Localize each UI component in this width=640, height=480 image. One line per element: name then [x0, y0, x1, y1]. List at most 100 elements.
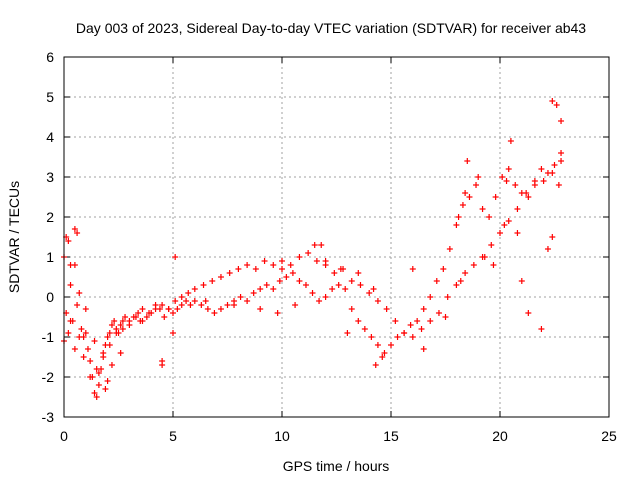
data-point — [311, 242, 318, 248]
data-point — [551, 162, 558, 168]
data-point — [137, 318, 144, 324]
data-point — [211, 310, 218, 316]
data-point — [379, 354, 386, 360]
y-axis-label: SDTVAR / TECUs — [6, 181, 22, 293]
data-point — [394, 334, 401, 340]
data-point — [161, 314, 168, 320]
data-point — [65, 238, 72, 244]
data-point — [331, 270, 338, 276]
data-point — [523, 190, 530, 196]
x-tick-label: 10 — [274, 428, 290, 444]
data-point — [316, 298, 323, 304]
data-point — [401, 330, 408, 336]
data-point — [540, 178, 547, 184]
x-tick-label: 15 — [383, 428, 399, 444]
data-point — [464, 158, 471, 164]
data-point — [87, 358, 94, 364]
data-point — [84, 346, 91, 352]
data-point — [67, 318, 74, 324]
y-tick-label: 5 — [46, 89, 54, 105]
data-point — [117, 322, 124, 328]
data-point — [82, 330, 89, 336]
plot-frame — [63, 56, 610, 418]
data-point — [337, 266, 344, 272]
data-point — [313, 258, 320, 264]
data-point — [344, 330, 351, 336]
x-tick-labels: 0 5 10 15 20 25 — [60, 428, 617, 444]
data-point — [459, 202, 466, 208]
data-point — [383, 306, 390, 312]
data-point — [457, 278, 464, 284]
data-point — [204, 306, 211, 312]
data-point — [74, 230, 81, 236]
data-point — [357, 282, 364, 288]
data-point — [414, 318, 421, 324]
data-point — [172, 254, 179, 260]
data-point — [355, 270, 362, 276]
data-point — [252, 266, 259, 272]
data-point — [143, 314, 150, 320]
data-point — [507, 138, 514, 144]
data-point — [87, 374, 94, 380]
data-point — [119, 318, 126, 324]
data-point — [440, 266, 447, 272]
data-point — [544, 246, 551, 252]
data-point — [407, 322, 414, 328]
data-point — [244, 262, 251, 268]
data-point — [263, 282, 270, 288]
data-point — [418, 326, 425, 332]
y-tick-label: -3 — [42, 409, 55, 425]
data-point — [374, 342, 381, 348]
data-point — [224, 302, 231, 308]
x-tick-label: 5 — [169, 428, 177, 444]
y-tick-label: -2 — [42, 369, 55, 385]
data-point — [91, 338, 98, 344]
data-point — [95, 382, 102, 388]
y-tick-label: 3 — [46, 169, 54, 185]
data-point — [108, 362, 115, 368]
data-point — [237, 294, 244, 300]
data-point — [466, 194, 473, 200]
data-point — [257, 306, 264, 312]
data-point — [514, 230, 521, 236]
x-tick-label: 25 — [601, 428, 617, 444]
data-point — [202, 298, 209, 304]
data-point — [525, 194, 532, 200]
data-point — [80, 354, 87, 360]
data-point — [549, 98, 556, 104]
data-point — [289, 270, 296, 276]
data-point — [473, 182, 480, 188]
data-point — [420, 346, 427, 352]
data-point — [274, 310, 281, 316]
data-point — [372, 362, 379, 368]
data-point — [492, 194, 499, 200]
data-point — [501, 222, 508, 228]
data-point — [555, 182, 562, 188]
data-point — [126, 322, 133, 328]
data-point — [135, 310, 142, 316]
data-point — [217, 306, 224, 312]
y-tick-label: 1 — [46, 249, 54, 265]
data-point — [117, 350, 124, 356]
data-point — [200, 282, 207, 288]
data-point — [198, 302, 205, 308]
data-point — [261, 258, 268, 264]
data-point — [497, 230, 503, 236]
chart-title: Day 003 of 2023, Sidereal Day-to-day VTE… — [76, 20, 586, 36]
data-point — [191, 286, 198, 292]
data-point — [388, 342, 394, 348]
data-point — [342, 286, 349, 292]
data-point — [518, 278, 525, 284]
data-point — [538, 326, 545, 332]
data-point — [119, 326, 126, 332]
data-point — [348, 306, 355, 312]
data-point — [217, 274, 224, 280]
axis-ticks — [63, 56, 610, 418]
y-tick-label: 0 — [46, 289, 54, 305]
data-point — [490, 262, 497, 268]
data-point — [446, 246, 453, 252]
data-point — [139, 306, 146, 312]
data-point — [95, 370, 102, 376]
y-tick-label: -1 — [42, 329, 55, 345]
